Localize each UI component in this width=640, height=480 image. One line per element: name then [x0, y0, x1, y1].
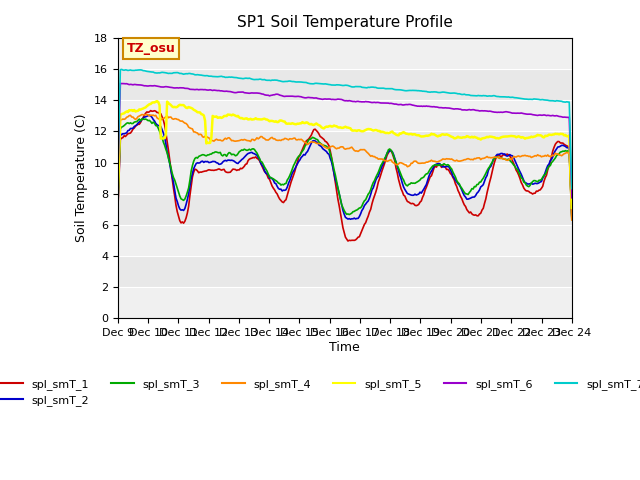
- Bar: [118, 163, 572, 194]
- spl_smT_3: [544, 166, 552, 171]
- spl_smT_2: [273, 183, 281, 189]
- spl_smT_1: [273, 191, 281, 197]
- spl_smT_1: [250, 155, 258, 161]
- spl_smT_1: [568, 214, 575, 219]
- spl_smT_2: [266, 175, 273, 181]
- spl_smT_1: [545, 163, 553, 169]
- Bar: [118, 100, 572, 132]
- spl_smT_1: [171, 193, 179, 199]
- Y-axis label: Soil Temperature (C): Soil Temperature (C): [76, 114, 88, 242]
- spl_smT_5: [250, 116, 258, 122]
- spl_smT_4: [568, 217, 575, 223]
- spl_smT_3: [138, 116, 146, 122]
- Bar: [118, 38, 572, 69]
- spl_smT_2: [171, 188, 179, 193]
- spl_smT_5: [153, 98, 161, 104]
- spl_smT_6: [314, 96, 321, 101]
- spl_smT_6: [544, 112, 552, 118]
- spl_smT_7: [314, 81, 321, 86]
- spl_smT_4: [114, 195, 122, 201]
- spl_smT_1: [344, 238, 352, 244]
- spl_smT_5: [266, 119, 273, 124]
- X-axis label: Time: Time: [330, 341, 360, 354]
- spl_smT_7: [568, 186, 575, 192]
- spl_smT_4: [544, 152, 552, 158]
- spl_smT_7: [114, 166, 122, 172]
- spl_smT_2: [314, 140, 321, 145]
- spl_smT_5: [544, 132, 552, 138]
- spl_smT_5: [171, 104, 179, 110]
- spl_smT_3: [171, 177, 179, 183]
- spl_smT_5: [568, 205, 575, 211]
- spl_smT_3: [114, 202, 122, 208]
- Legend: spl_smT_1, spl_smT_2, spl_smT_3, spl_smT_4, spl_smT_5, spl_smT_6, spl_smT_7: spl_smT_1, spl_smT_2, spl_smT_3, spl_smT…: [0, 374, 640, 410]
- spl_smT_6: [568, 195, 575, 201]
- Line: spl_smT_6: spl_smT_6: [118, 84, 572, 198]
- Line: spl_smT_7: spl_smT_7: [118, 70, 572, 189]
- spl_smT_2: [545, 161, 553, 167]
- spl_smT_4: [143, 111, 151, 117]
- spl_smT_5: [314, 121, 321, 127]
- spl_smT_7: [273, 77, 281, 83]
- spl_smT_5: [114, 193, 122, 199]
- spl_smT_1: [314, 129, 321, 135]
- spl_smT_7: [171, 70, 179, 76]
- spl_smT_4: [250, 138, 258, 144]
- spl_smT_1: [147, 108, 154, 113]
- spl_smT_4: [266, 136, 273, 142]
- Text: TZ_osu: TZ_osu: [127, 42, 175, 55]
- spl_smT_3: [250, 146, 258, 152]
- spl_smT_5: [273, 119, 281, 125]
- spl_smT_2: [250, 151, 258, 156]
- spl_smT_2: [347, 216, 355, 222]
- spl_smT_7: [544, 97, 552, 103]
- spl_smT_4: [314, 141, 321, 146]
- spl_smT_2: [145, 112, 153, 118]
- Bar: [118, 225, 572, 256]
- spl_smT_4: [171, 116, 179, 121]
- Line: spl_smT_1: spl_smT_1: [118, 110, 572, 241]
- spl_smT_6: [114, 174, 122, 180]
- spl_smT_7: [250, 77, 258, 83]
- spl_smT_3: [266, 174, 273, 180]
- Line: spl_smT_5: spl_smT_5: [118, 101, 572, 208]
- Title: SP1 Soil Temperature Profile: SP1 Soil Temperature Profile: [237, 15, 452, 30]
- spl_smT_3: [273, 179, 281, 184]
- spl_smT_3: [568, 216, 575, 221]
- Line: spl_smT_4: spl_smT_4: [118, 114, 572, 220]
- spl_smT_6: [171, 85, 179, 91]
- spl_smT_1: [266, 177, 273, 182]
- spl_smT_7: [118, 67, 125, 72]
- spl_smT_2: [568, 213, 575, 218]
- spl_smT_6: [119, 81, 127, 86]
- spl_smT_6: [266, 93, 273, 99]
- spl_smT_3: [314, 137, 321, 143]
- spl_smT_7: [266, 77, 273, 83]
- spl_smT_4: [273, 137, 281, 143]
- spl_smT_6: [273, 91, 281, 97]
- Line: spl_smT_3: spl_smT_3: [118, 119, 572, 218]
- spl_smT_2: [114, 206, 122, 212]
- spl_smT_6: [250, 90, 258, 96]
- Bar: [118, 287, 572, 318]
- Line: spl_smT_2: spl_smT_2: [118, 115, 572, 219]
- spl_smT_1: [114, 209, 122, 215]
